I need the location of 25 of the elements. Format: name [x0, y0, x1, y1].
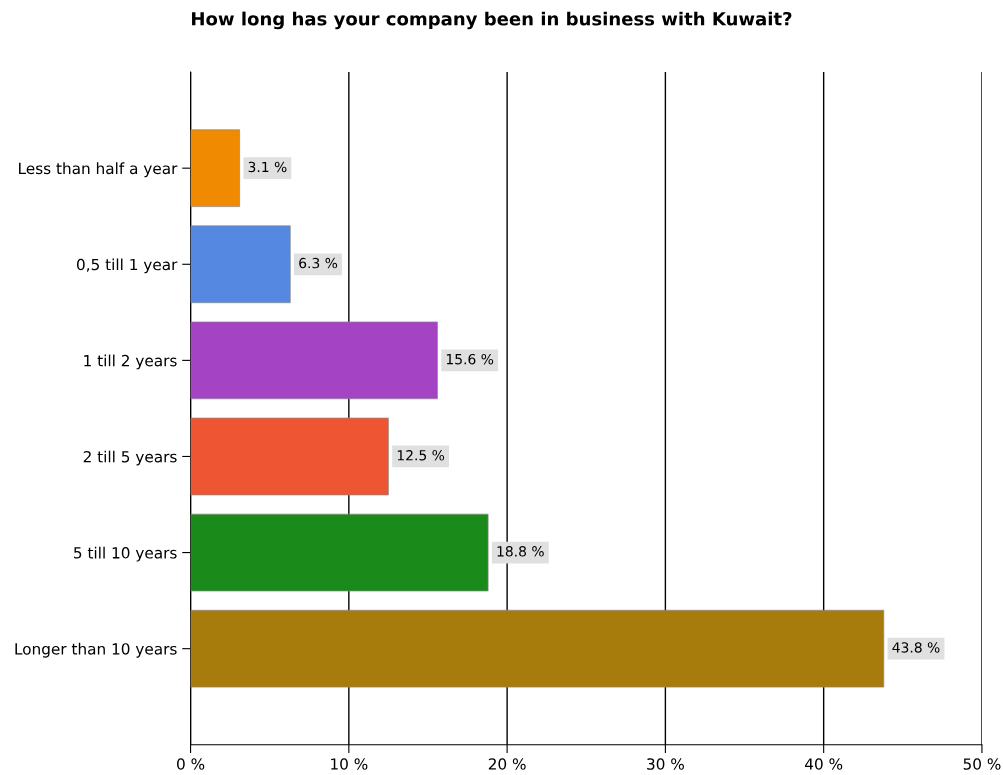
bar — [190, 225, 291, 304]
data-label: 12.5 % — [397, 450, 445, 461]
data-label: 15.6 % — [446, 353, 494, 365]
y-tick-label: Less than half a year — [19, 162, 178, 178]
y-tick-label: 0,5 till 1 year — [76, 258, 178, 274]
data-label: 6.3 % — [299, 257, 338, 269]
bar — [190, 417, 389, 496]
data-label: 18.8 % — [497, 546, 544, 557]
data-label: 3.1 % — [248, 161, 287, 173]
bar — [190, 321, 438, 400]
bar — [190, 129, 240, 207]
y-tick-label: Longer than 10 years — [15, 642, 177, 658]
x-tick-label: 20 % — [488, 758, 526, 770]
x-tick-label: 50 % — [963, 758, 1001, 770]
x-tick-label: 30 % — [647, 758, 684, 770]
bar — [190, 609, 885, 688]
data-label: 43.8 % — [892, 642, 940, 653]
x-tick-label: 40 % — [805, 758, 843, 770]
y-tick-label: 5 till 10 years — [74, 546, 177, 562]
bar — [190, 513, 489, 592]
x-tick-label: 0 % — [177, 758, 205, 770]
x-tick-label: 10 % — [331, 758, 368, 770]
y-tick-label: 1 till 2 years — [84, 354, 177, 370]
y-tick-label: 2 till 5 years — [83, 450, 177, 466]
chart-title: How long has your company been in business with Kuwait? — [192, 11, 792, 30]
